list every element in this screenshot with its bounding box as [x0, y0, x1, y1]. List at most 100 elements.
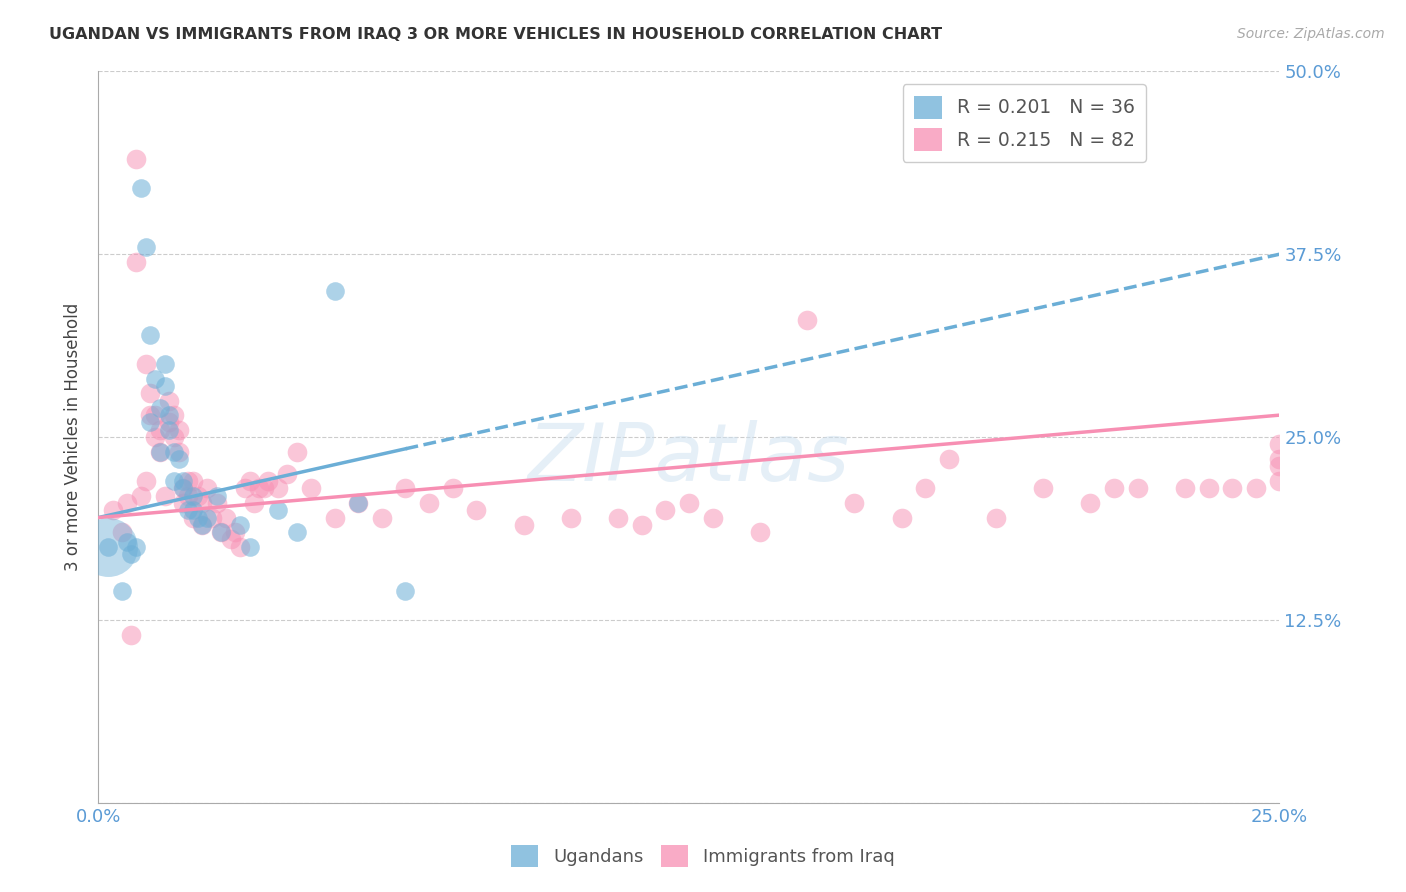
Point — [215, 510, 238, 524]
Point — [394, 481, 416, 495]
Point — [153, 489, 176, 503]
Point — [181, 474, 204, 488]
Point — [187, 510, 209, 524]
Point — [748, 525, 770, 540]
Point — [1032, 481, 1054, 495]
Point — [153, 357, 176, 371]
Point — [276, 467, 298, 481]
Point — [143, 408, 166, 422]
Point — [1198, 481, 1220, 495]
Point — [1268, 459, 1291, 474]
Point — [191, 496, 214, 510]
Point — [394, 583, 416, 598]
Point — [191, 517, 214, 532]
Point — [139, 386, 162, 401]
Point — [465, 503, 488, 517]
Point — [224, 525, 246, 540]
Point — [139, 408, 162, 422]
Legend: R = 0.201   N = 36, R = 0.215   N = 82: R = 0.201 N = 36, R = 0.215 N = 82 — [903, 85, 1146, 162]
Point — [135, 240, 157, 254]
Point — [143, 371, 166, 385]
Point — [97, 540, 120, 554]
Point — [172, 496, 194, 510]
Point — [890, 510, 912, 524]
Point — [157, 416, 180, 430]
Point — [167, 444, 190, 458]
Point — [678, 496, 700, 510]
Point — [115, 535, 138, 549]
Point — [630, 517, 652, 532]
Point — [239, 474, 262, 488]
Point — [167, 452, 190, 467]
Point — [181, 489, 204, 503]
Point — [157, 393, 180, 408]
Point — [149, 444, 172, 458]
Point — [172, 481, 194, 495]
Point — [172, 474, 194, 488]
Point — [163, 474, 186, 488]
Point — [1126, 481, 1149, 495]
Point — [607, 510, 630, 524]
Point — [512, 517, 534, 532]
Point — [153, 379, 176, 393]
Point — [285, 525, 308, 540]
Point — [167, 423, 190, 437]
Point — [267, 481, 290, 495]
Point — [1174, 481, 1197, 495]
Point — [239, 540, 262, 554]
Point — [163, 408, 186, 422]
Point — [1268, 452, 1291, 467]
Point — [654, 503, 676, 517]
Point — [172, 481, 194, 495]
Text: ZIPatlas: ZIPatlas — [527, 420, 851, 498]
Point — [347, 496, 370, 510]
Point — [1268, 437, 1291, 451]
Point — [187, 489, 209, 503]
Point — [1268, 474, 1291, 488]
Point — [243, 496, 266, 510]
Point — [101, 503, 124, 517]
Point — [247, 481, 270, 495]
Point — [149, 401, 172, 415]
Point — [195, 510, 218, 524]
Point — [177, 489, 200, 503]
Point — [139, 416, 162, 430]
Point — [163, 430, 186, 444]
Point — [205, 489, 228, 503]
Text: Source: ZipAtlas.com: Source: ZipAtlas.com — [1237, 27, 1385, 41]
Point — [111, 583, 134, 598]
Point — [441, 481, 464, 495]
Point — [149, 444, 172, 458]
Point — [253, 481, 276, 495]
Point — [219, 533, 242, 547]
Point — [209, 525, 232, 540]
Point — [163, 444, 186, 458]
Point — [796, 313, 818, 327]
Legend: Ugandans, Immigrants from Iraq: Ugandans, Immigrants from Iraq — [505, 838, 901, 874]
Point — [121, 627, 143, 641]
Point — [844, 496, 866, 510]
Point — [177, 503, 200, 517]
Point — [914, 481, 936, 495]
Point — [209, 525, 232, 540]
Point — [129, 489, 152, 503]
Point — [229, 540, 252, 554]
Point — [702, 510, 724, 524]
Point — [229, 517, 252, 532]
Point — [125, 254, 148, 268]
Point — [125, 540, 148, 554]
Point — [135, 474, 157, 488]
Point — [299, 481, 322, 495]
Point — [1220, 481, 1243, 495]
Point — [143, 430, 166, 444]
Point — [115, 496, 138, 510]
Point — [181, 503, 204, 517]
Point — [139, 327, 162, 342]
Point — [1244, 481, 1267, 495]
Point — [97, 540, 120, 554]
Point — [560, 510, 582, 524]
Point — [205, 496, 228, 510]
Point — [111, 525, 134, 540]
Text: UGANDAN VS IMMIGRANTS FROM IRAQ 3 OR MORE VEHICLES IN HOUSEHOLD CORRELATION CHAR: UGANDAN VS IMMIGRANTS FROM IRAQ 3 OR MOR… — [49, 27, 942, 42]
Point — [191, 517, 214, 532]
